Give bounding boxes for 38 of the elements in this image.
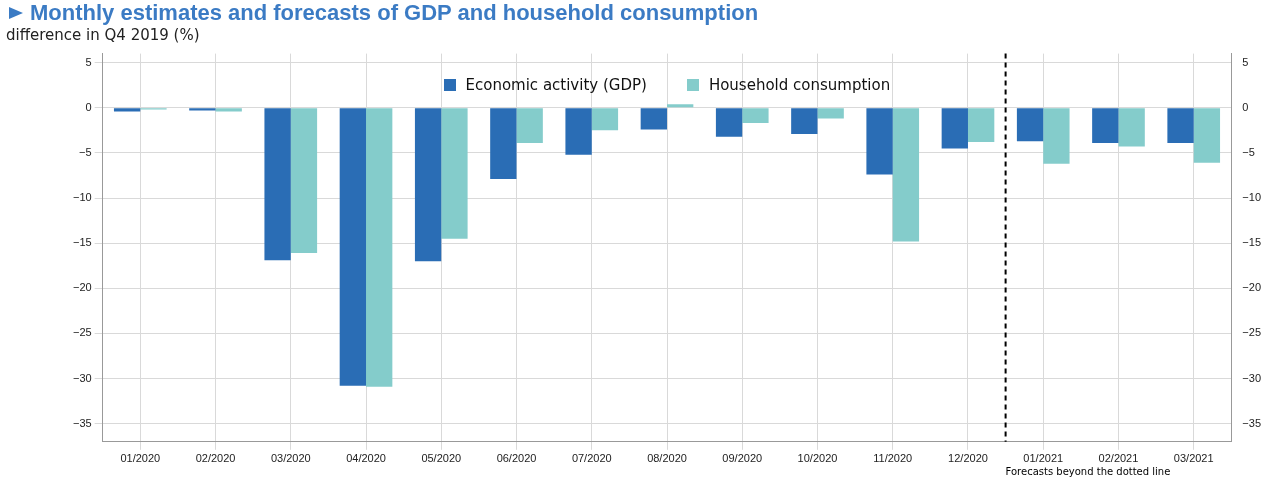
y-tick-label: −30 bbox=[72, 371, 92, 384]
x-tick-label: 05/2020 bbox=[421, 452, 462, 465]
x-tick-label: 09/2020 bbox=[722, 452, 763, 465]
y2-tick-label: −20 bbox=[1242, 281, 1262, 294]
y-tick-label: −10 bbox=[72, 191, 92, 204]
x-tick-label: 07/2020 bbox=[571, 452, 612, 465]
y2-tick-label: −10 bbox=[1242, 191, 1262, 204]
x-tick-label: 02/2020 bbox=[195, 452, 236, 465]
y-tick-label: 5 bbox=[85, 55, 92, 68]
y-tick-label: −25 bbox=[72, 326, 92, 339]
y2-tick-label: 5 bbox=[1242, 55, 1249, 68]
x-tick-label: 06/2020 bbox=[496, 452, 537, 465]
y-tick-label: −5 bbox=[79, 145, 92, 158]
y2-tick-label: −25 bbox=[1242, 326, 1262, 339]
x-tick-label: 12/2020 bbox=[948, 452, 988, 465]
legend-label: Household consumption bbox=[708, 75, 891, 94]
y2-tick-label: −15 bbox=[1242, 236, 1262, 249]
ref-line-label: Forecasts beyond the dotted line bbox=[1005, 466, 1171, 478]
x-tick-label: 02/2021 bbox=[1098, 452, 1139, 465]
legend-label: Economic activity (GDP) bbox=[465, 75, 647, 94]
x-tick-label: 08/2020 bbox=[647, 452, 687, 465]
chart-title: Monthly estimates and forecasts of GDP and household consumption bbox=[30, 0, 759, 26]
y-tick-label: −15 bbox=[72, 236, 92, 249]
y2-tick-label: −30 bbox=[1242, 371, 1262, 384]
x-tick-label: 03/2021 bbox=[1173, 452, 1214, 465]
y-axis-title: difference in Q4 2019 (%) bbox=[6, 26, 200, 44]
x-tick-label: 03/2020 bbox=[270, 452, 311, 465]
x-tick-label: 01/2021 bbox=[1023, 452, 1064, 465]
x-tick-label: 04/2020 bbox=[346, 452, 386, 465]
y-tick-label: 0 bbox=[85, 100, 92, 113]
y-tick-label: −20 bbox=[72, 281, 92, 294]
x-tick-label: 10/2020 bbox=[797, 452, 838, 465]
y2-tick-label: −5 bbox=[1242, 145, 1255, 158]
x-tick-label: 11/2020 bbox=[873, 452, 913, 465]
y-tick-label: −35 bbox=[72, 416, 92, 429]
x-tick-label: 01/2020 bbox=[120, 452, 161, 465]
y2-tick-label: 0 bbox=[1242, 100, 1249, 113]
y2-tick-label: −35 bbox=[1242, 416, 1262, 429]
